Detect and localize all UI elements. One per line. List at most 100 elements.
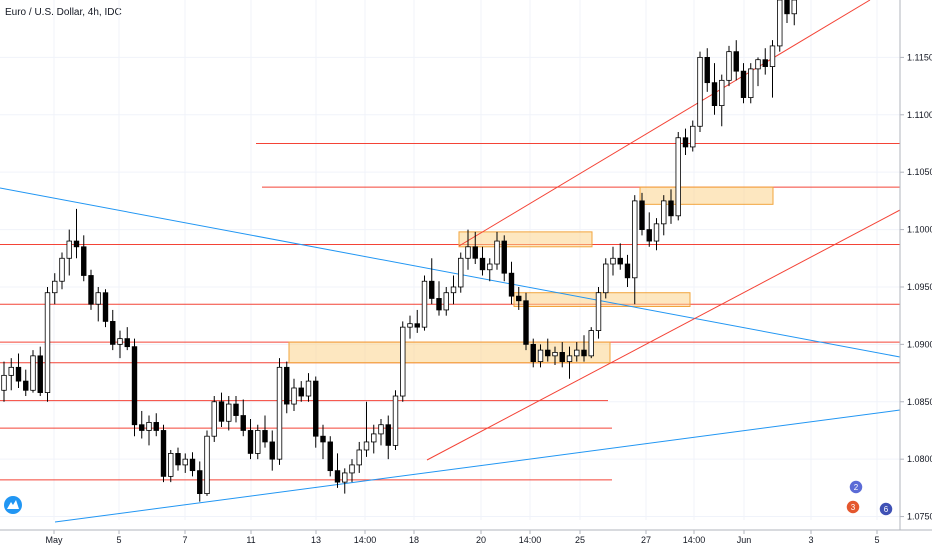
- candle-body-bearish: [313, 380, 319, 437]
- supply-demand-zone: [639, 186, 774, 205]
- x-tick-label: 27: [641, 535, 651, 545]
- candle-body-bearish: [545, 349, 551, 357]
- candle-body-bearish: [327, 441, 333, 472]
- x-tick-label: Jun: [737, 535, 752, 545]
- candle-body-bearish: [23, 380, 29, 391]
- candle-body-bearish: [523, 300, 529, 345]
- candle-body-bullish: [748, 68, 754, 98]
- candle-body-bearish: [429, 280, 435, 299]
- time-axis-bg: [0, 530, 932, 550]
- candle-body-bullish: [726, 51, 732, 81]
- candle-body-bullish: [755, 59, 761, 70]
- trendline: [458, 0, 871, 247]
- y-tick-label: 1.09000: [907, 339, 932, 349]
- candle-body-bearish: [733, 51, 739, 72]
- y-tick-label: 1.07500: [907, 512, 932, 522]
- candle-body-bearish: [153, 422, 159, 431]
- candle-body-bullish: [697, 56, 703, 127]
- candle-body-bearish: [298, 387, 304, 397]
- candle-body-bearish: [139, 424, 145, 431]
- candle-body-bearish: [15, 366, 22, 382]
- candle-body-bullish: [342, 472, 348, 483]
- candle-body-bearish: [784, 0, 790, 15]
- candle-body-bullish: [588, 330, 594, 357]
- candle-body-bearish: [269, 441, 275, 460]
- candle-body-bullish: [59, 257, 65, 282]
- candle-body-bullish: [552, 352, 558, 357]
- candle-body-bearish: [704, 56, 710, 84]
- candle-body-bearish: [37, 355, 43, 393]
- candle-body-bullish: [363, 441, 370, 451]
- y-tick-label: 1.08000: [907, 454, 932, 464]
- candle-body-bearish: [131, 346, 138, 426]
- candle-body-bullish: [305, 380, 312, 397]
- candle-body-bearish: [501, 240, 507, 274]
- candle-body-bearish: [175, 453, 181, 466]
- candle-body-bullish: [211, 401, 217, 437]
- candle-body-bullish: [574, 349, 580, 357]
- candle-body-bearish: [334, 470, 341, 483]
- candle-body-bullish: [168, 453, 174, 477]
- economic-event-badge-label: 3: [851, 503, 856, 512]
- candle-body-bullish: [356, 449, 362, 466]
- candle-body-bullish: [52, 280, 58, 294]
- candle-body-bullish: [66, 240, 72, 259]
- candle-body-bullish: [1, 374, 7, 391]
- candle-body-bullish: [443, 292, 449, 311]
- y-tick-label: 1.09500: [907, 282, 932, 292]
- x-tick-label: 14:00: [683, 535, 706, 545]
- candle-body-bullish: [226, 403, 232, 422]
- candle-body-bearish: [508, 272, 515, 297]
- candle-body-bearish: [530, 343, 536, 362]
- candle-body-bearish: [668, 200, 674, 217]
- candle-body-bullish: [653, 223, 660, 242]
- y-tick-label: 1.11000: [907, 110, 932, 120]
- candle-body-bullish: [494, 240, 500, 265]
- x-tick-label: 14:00: [519, 535, 542, 545]
- candle-body-bearish: [73, 240, 80, 248]
- x-tick-label: May: [45, 535, 63, 545]
- economic-event-badge-icon: [845, 499, 861, 515]
- candle-body-bearish: [624, 263, 631, 279]
- candle-body-bullish: [95, 292, 101, 305]
- candle-body-bullish: [400, 326, 406, 397]
- candle-body-bullish: [450, 286, 457, 294]
- economic-event-badge-label: 6: [884, 505, 889, 514]
- candle-body-bullish: [276, 366, 283, 460]
- candle-body-bullish: [407, 323, 413, 328]
- candle-body-bullish: [371, 433, 377, 443]
- supply-demand-zone: [458, 231, 593, 248]
- candle-body-bullish: [392, 395, 399, 446]
- candle-body-bullish: [769, 45, 776, 67]
- candle-body-bearish: [617, 257, 623, 265]
- candle-body-bearish: [385, 424, 391, 446]
- candle-body-bearish: [233, 403, 239, 416]
- candle-body-bearish: [81, 246, 87, 276]
- candle-body-bullish: [8, 366, 14, 376]
- economic-event-badge-label: 2: [854, 483, 859, 492]
- price-axis-bg: [900, 0, 932, 550]
- candle-body-bearish: [247, 430, 254, 454]
- candle-body-bullish: [349, 464, 355, 474]
- x-tick-label: 3: [808, 535, 813, 545]
- candle-body-bearish: [189, 458, 196, 472]
- candle-body-bearish: [197, 470, 203, 494]
- x-tick-label: 18: [409, 535, 419, 545]
- candle-body-bearish: [160, 430, 167, 477]
- candle-body-bearish: [240, 415, 246, 431]
- x-tick-label: 7: [182, 535, 187, 545]
- candle-body-bullish: [44, 292, 51, 393]
- candle-body-bearish: [320, 435, 326, 443]
- candle-body-bearish: [110, 321, 116, 345]
- x-tick-label: 5: [116, 535, 121, 545]
- candle-body-bearish: [581, 349, 587, 357]
- trendline: [426, 209, 901, 461]
- candle-body-bullish: [777, 0, 783, 47]
- candle-body-bullish: [603, 263, 609, 294]
- candle-body-bearish: [711, 82, 718, 107]
- candle-body-bearish: [559, 352, 565, 362]
- candle-body-bullish: [378, 424, 384, 435]
- candle-body-bearish: [682, 137, 689, 148]
